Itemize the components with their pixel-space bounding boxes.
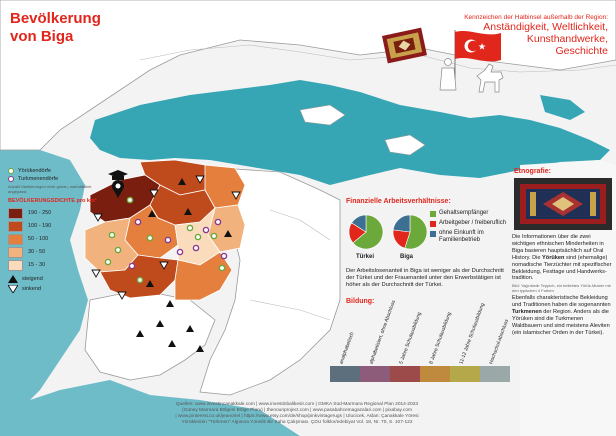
density-class-3: 30 - 50: [8, 246, 98, 258]
education-segment-2: [390, 366, 420, 382]
education-label-1: alphabetisiert, ohne Abschluss: [367, 299, 397, 365]
region-header: Kennzeichen der Halbinsel außerhalb der …: [398, 14, 608, 57]
map-legend: Yörükendörfe Turkmenendörfe Anzahl Marki…: [8, 168, 98, 295]
title-line2: von Biga: [10, 28, 74, 45]
education-title: Bildung:: [346, 298, 375, 305]
sources-line4: Yörüklerinin "Türkmen" Algısına Yönelik …: [181, 420, 413, 425]
education-segment-5: [480, 366, 510, 382]
marmara-sea: [90, 80, 610, 185]
density-swatch: [8, 246, 23, 258]
education-label-2: 5 Jahre Schulausbildung: [397, 311, 423, 365]
falling-triangle-icon: [8, 284, 18, 293]
education-segment-1: [360, 366, 390, 382]
pie-label-turkei: Türkei: [356, 254, 375, 260]
ethnography-p1: Die Informationen über die zwei wichtige…: [512, 234, 612, 282]
ethnography-text: Die Informationen über die zwei wichtige…: [512, 234, 612, 337]
ethnography-title: Etnografie:: [514, 168, 551, 175]
key-employer-swatch: [430, 220, 436, 227]
density-class-2: 50 - 100: [8, 233, 98, 245]
district-southeast: [174, 251, 233, 301]
education-segment-3: [420, 366, 450, 382]
key-family: ohne Einkunft im Familienbetrieb: [430, 230, 510, 244]
sources-line1: Quellen: www.investincanakkale.com | www…: [175, 402, 419, 407]
density-title: BEVÖLKERUNGSDICHTE pro km²: [8, 198, 97, 204]
sources: Quellen: www.investincanakkale.com | www…: [82, 402, 512, 426]
region-line1: Anständigkeit, Weltlichkeit,: [483, 21, 608, 33]
density-class-1: 100 - 190: [8, 220, 98, 232]
density-swatch: [8, 207, 23, 219]
education-segment-4: [450, 366, 480, 382]
turkmen-village-markers: [128, 218, 228, 270]
finance-keys: Gehaltsempfänger Arbeitgeber / freiberuf…: [430, 210, 510, 247]
legend-yoruk: Yörükendörfe: [8, 168, 98, 174]
legend-rising: steigend: [8, 274, 98, 283]
density-swatch: [8, 259, 23, 271]
education-bar: [330, 366, 510, 382]
density-swatch: [8, 233, 23, 245]
finance-text: Der Arbeitslosenanteil in Biga ist wenig…: [346, 268, 504, 289]
aegean-sea-south: [0, 380, 300, 436]
rising-triangle-icon: [8, 274, 18, 283]
density-classes: 190 - 250 100 - 190 50 - 100 30 - 50 15 - 30: [8, 207, 98, 271]
education-label-3: 8 Jahre Schulausbildung: [427, 311, 453, 365]
density-label: 190 - 250: [28, 210, 52, 216]
sources-line2: (Güney Marmara Bölgesi Bölge Planı) | th…: [181, 408, 412, 413]
turkmen-marker-icon: [8, 176, 14, 182]
density-class-4: 15 - 30: [8, 259, 98, 271]
rising-markers: [136, 178, 232, 352]
density-label: 15 - 30: [28, 262, 46, 268]
legend-note: Anzahl Markierungen nicht genau, maßstäb…: [8, 184, 92, 194]
key-salary: Gehaltsempfänger: [430, 210, 510, 217]
sources-line3: | www.pinterest.co.uk/jeanoriel | https:…: [175, 414, 419, 419]
region-line3: Geschichte: [555, 45, 608, 57]
region-subtitle: Kennzeichen der Halbinsel außerhalb der …: [464, 14, 608, 21]
ethnography-note: Bild: Yağcıbedir Teppich, ein beliebtes …: [512, 283, 611, 294]
ethnography-p2: Ebenfalls charakteristische Bekleidung u…: [512, 295, 611, 336]
finance-title: Finanzielle Arbeitsverhältnisse:: [346, 198, 451, 205]
yoruk-marker-icon: [8, 168, 14, 174]
education-labels: analphabetisch alphabetisiert, ohne Absch…: [330, 299, 510, 365]
density-label: 100 - 190: [28, 223, 52, 229]
pie-label-biga: Biga: [400, 254, 414, 260]
density-class-0: 190 - 250: [8, 207, 98, 219]
density-label: 50 - 100: [28, 236, 49, 242]
density-swatch: [8, 220, 23, 232]
yoruk-village-markers: [104, 196, 226, 284]
key-employer: Arbeitgeber / freiberuflich: [430, 220, 510, 227]
key-salary-swatch: [430, 210, 436, 217]
legend-falling: sinkend: [8, 284, 98, 293]
falling-markers: [91, 175, 241, 300]
education-segment-0: [330, 366, 360, 382]
education-label-5: Hochschul-abschluss: [487, 318, 510, 365]
density-label: 30 - 50: [28, 249, 46, 255]
graduation-hat-icon: [108, 170, 128, 180]
title-line1: Bevölkerung: [10, 10, 101, 27]
legend-turkmen: Turkmenendörfe: [8, 176, 98, 182]
education-label-4: 11-12 Jahre Schulausbildung: [457, 302, 486, 365]
education-label-0: analphabetisch: [337, 331, 356, 365]
key-family-swatch: [430, 230, 436, 237]
biga-town-pin: [112, 180, 124, 198]
page-title: Bevölkerung von Biga: [10, 10, 101, 46]
region-line2: Kunsthandwerke,: [526, 33, 608, 45]
